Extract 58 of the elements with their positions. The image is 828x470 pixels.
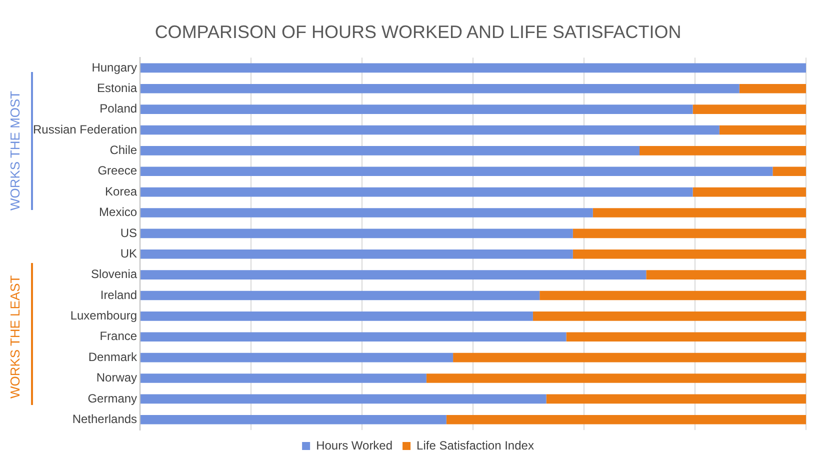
bar [140, 332, 566, 342]
bar [692, 187, 806, 197]
bar [572, 228, 806, 238]
y-tick-label: Denmark [88, 350, 138, 364]
y-tick-label: Netherlands [72, 412, 138, 426]
bar [772, 166, 806, 176]
bar [140, 63, 806, 73]
text: WORKS THE LEAST [8, 275, 23, 399]
y-tick-label: Mexico [99, 205, 138, 220]
y-tick-label: France [100, 329, 138, 344]
bar [140, 208, 593, 218]
y-tick-label: Estonia [97, 80, 138, 95]
legend-label: Life Satisfaction Index [416, 438, 534, 452]
bar [140, 166, 773, 176]
bar [140, 146, 640, 156]
y-tick-label: Luxembourg [70, 308, 138, 323]
bar [140, 394, 546, 404]
bar [739, 84, 806, 94]
bar [453, 352, 806, 362]
text: WORKS THE MOST [8, 90, 23, 211]
y-tick-label: UK [120, 246, 138, 260]
bar [140, 249, 573, 259]
y-tick-label: Chile [110, 143, 138, 158]
legend-label: Hours Worked [316, 438, 393, 452]
bar [546, 394, 806, 404]
y-tick-label: Norway [96, 370, 138, 385]
bar [140, 84, 740, 94]
y-tick-label: Poland [100, 102, 138, 116]
bar [140, 187, 693, 197]
y-tick-label: Hungary [92, 60, 138, 74]
bar [140, 374, 426, 383]
bar [140, 104, 693, 114]
y-tick-label: US [120, 226, 138, 240]
y-tick-label: Russian Federation [32, 122, 138, 136]
bar [140, 228, 573, 238]
bar [719, 125, 806, 135]
y-tick-label: Greece [98, 164, 138, 178]
bar [640, 146, 806, 156]
bar [426, 374, 806, 383]
bar [140, 290, 540, 300]
bar [692, 104, 806, 114]
bar [540, 290, 806, 300]
chart-title: COMPARISON OF HOURS WORKED AND LIFE SATISFACTION [154, 22, 682, 42]
bar [140, 352, 454, 362]
bar [646, 270, 806, 280]
bar [592, 208, 806, 218]
bar [140, 312, 533, 321]
bar [446, 415, 806, 424]
bar [140, 125, 720, 135]
y-tick-label: Germany [88, 391, 138, 406]
bar [140, 415, 446, 424]
y-tick-label: Slovenia [91, 267, 138, 282]
y-tick-label: Ireland [100, 288, 138, 302]
bar [566, 332, 806, 342]
bar [572, 249, 806, 259]
bar [140, 270, 646, 280]
bar [532, 312, 806, 321]
y-tick-label: Korea [105, 184, 138, 198]
